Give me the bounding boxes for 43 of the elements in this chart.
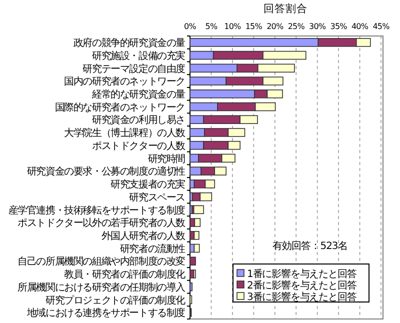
x-tick-label: 5% <box>205 22 218 31</box>
bar <box>190 282 193 292</box>
y-tick-label: 研究資金の利用し易さ <box>92 114 185 126</box>
y-tick-label: ポストドクターの人数 <box>92 140 186 152</box>
y-tick-label: 国際的な研究者のネットワーク <box>54 101 185 114</box>
y-tick-label: 研究支援者の充実 <box>110 178 186 191</box>
y-tick-label: 産学官連携・技術移転をサポートする制度 <box>8 204 186 216</box>
x-tick-label: 30% <box>309 22 326 31</box>
legend-label: 2番に影響を与えたと回答 <box>247 280 357 292</box>
x-tick-label: 0% <box>184 22 197 31</box>
legend-label: 3番に影響を与えたと回答 <box>247 291 357 303</box>
bar <box>193 205 204 214</box>
bar <box>190 270 194 278</box>
y-tick-label: 政府の競争的研究資金の量 <box>73 37 186 50</box>
y-tick-label: 所属機関における研究者の任期制の導入 <box>18 281 186 294</box>
y-tick-label: 研究プロジェクトの評価の制度化 <box>45 294 186 306</box>
y-tick-label: 研究時間 <box>148 152 186 165</box>
x-axis-title: 回答割合 <box>264 2 308 15</box>
legend-label: 1番に影響を与えたと回答 <box>247 268 357 280</box>
x-tick-label: 35% <box>330 22 348 31</box>
x-tick-label: 40% <box>351 22 369 31</box>
y-tick-label: 研究資金の要求・公募の制度の適切性 <box>26 166 186 178</box>
y-tick-label: 国内の研究者のネットワーク <box>64 76 185 88</box>
y-tick-label: 大学院生（博士課程）の人数 <box>64 127 186 140</box>
y-tick-label: 経常的な研究資金の量 <box>90 88 186 100</box>
y-tick-label: 研究施設・設備の充実 <box>92 50 186 62</box>
y-tick-label: 教員・研究者の評価の制度化 <box>64 268 186 281</box>
y-tick-label: 研究テーマ設定の自由度 <box>82 62 186 75</box>
x-tick-label: 45% <box>372 22 390 31</box>
bar <box>194 231 200 240</box>
bar <box>190 256 196 266</box>
x-tick-label: 20% <box>266 22 284 31</box>
y-tick-label: 地域における連携をサポートする制度 <box>26 307 186 320</box>
y-tick-label: 外国人研究者の人数 <box>101 230 186 242</box>
x-tick-label: 15% <box>245 22 263 31</box>
x-tick-label: 25% <box>288 22 306 31</box>
x-tick-label: 10% <box>224 22 242 31</box>
annotation: 有効回答：523名 <box>272 240 348 252</box>
y-tick-label: 研究スペース <box>129 191 185 204</box>
y-tick-label: 自己の所属機関の組織や内部制度の改変 <box>18 256 186 268</box>
y-tick-label: ポストドクター以外の若手研究者の人数 <box>18 217 186 230</box>
bar <box>194 244 200 253</box>
y-tick-label: 研究者の流動性 <box>120 242 186 255</box>
